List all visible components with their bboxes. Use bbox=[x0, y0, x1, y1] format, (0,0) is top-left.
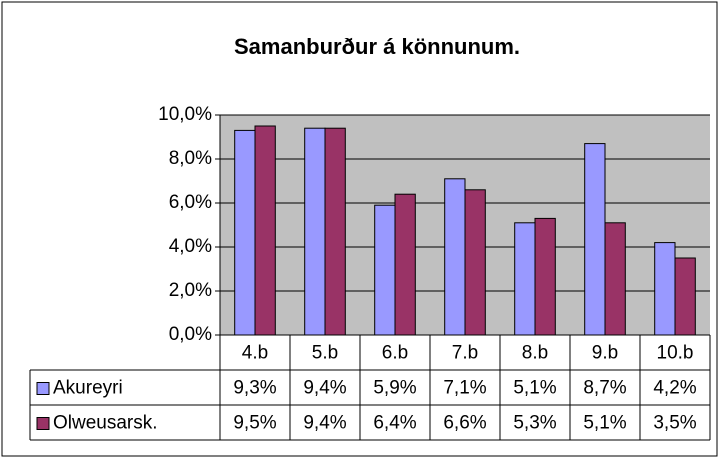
bar bbox=[254, 125, 276, 336]
bar bbox=[514, 222, 536, 336]
value-label: 4,2% bbox=[653, 378, 696, 399]
legend-label: Akureyri bbox=[53, 378, 123, 399]
bar bbox=[534, 217, 556, 336]
value-label: 9,3% bbox=[233, 378, 276, 399]
value-label: 9,5% bbox=[233, 413, 276, 434]
value-label: 6,4% bbox=[373, 413, 416, 434]
value-label: 5,1% bbox=[583, 413, 626, 434]
value-label: 6,6% bbox=[443, 413, 486, 434]
bar bbox=[674, 257, 696, 336]
value-label: 5,1% bbox=[513, 378, 556, 399]
y-tick-label: 8,0% bbox=[169, 148, 212, 169]
chart-title: Samanburður á könnunum. bbox=[234, 34, 520, 59]
value-label: 3,5% bbox=[653, 413, 696, 434]
value-label: 8,7% bbox=[583, 378, 626, 399]
value-label: 7,1% bbox=[443, 378, 486, 399]
x-tick-label: 10.b bbox=[657, 343, 694, 364]
x-tick-label: 8.b bbox=[522, 343, 548, 364]
bar bbox=[234, 129, 256, 336]
legend-key bbox=[36, 417, 50, 430]
x-tick-label: 4.b bbox=[242, 343, 268, 364]
bar bbox=[304, 127, 326, 336]
y-tick-label: 0,0% bbox=[169, 324, 212, 345]
bar bbox=[324, 127, 346, 336]
bar bbox=[374, 204, 396, 336]
x-tick-label: 6.b bbox=[382, 343, 408, 364]
y-tick-label: 2,0% bbox=[169, 280, 212, 301]
value-label: 9,4% bbox=[303, 413, 346, 434]
value-label: 5,9% bbox=[373, 378, 416, 399]
x-tick-label: 9.b bbox=[592, 343, 618, 364]
y-tick-label: 6,0% bbox=[169, 192, 212, 213]
bar bbox=[584, 143, 606, 336]
legend-label: Olweusarsk. bbox=[53, 413, 158, 434]
y-tick-label: 10,0% bbox=[158, 104, 212, 125]
value-label: 9,4% bbox=[303, 378, 346, 399]
bar bbox=[654, 242, 676, 336]
y-tick-label: 4,0% bbox=[169, 236, 212, 257]
value-label: 5,3% bbox=[513, 413, 556, 434]
bar bbox=[444, 178, 466, 336]
legend-key bbox=[36, 382, 50, 395]
bar bbox=[464, 189, 486, 336]
x-tick-label: 5.b bbox=[312, 343, 338, 364]
bar bbox=[394, 193, 416, 336]
bar bbox=[604, 222, 626, 336]
x-tick-label: 7.b bbox=[452, 343, 478, 364]
